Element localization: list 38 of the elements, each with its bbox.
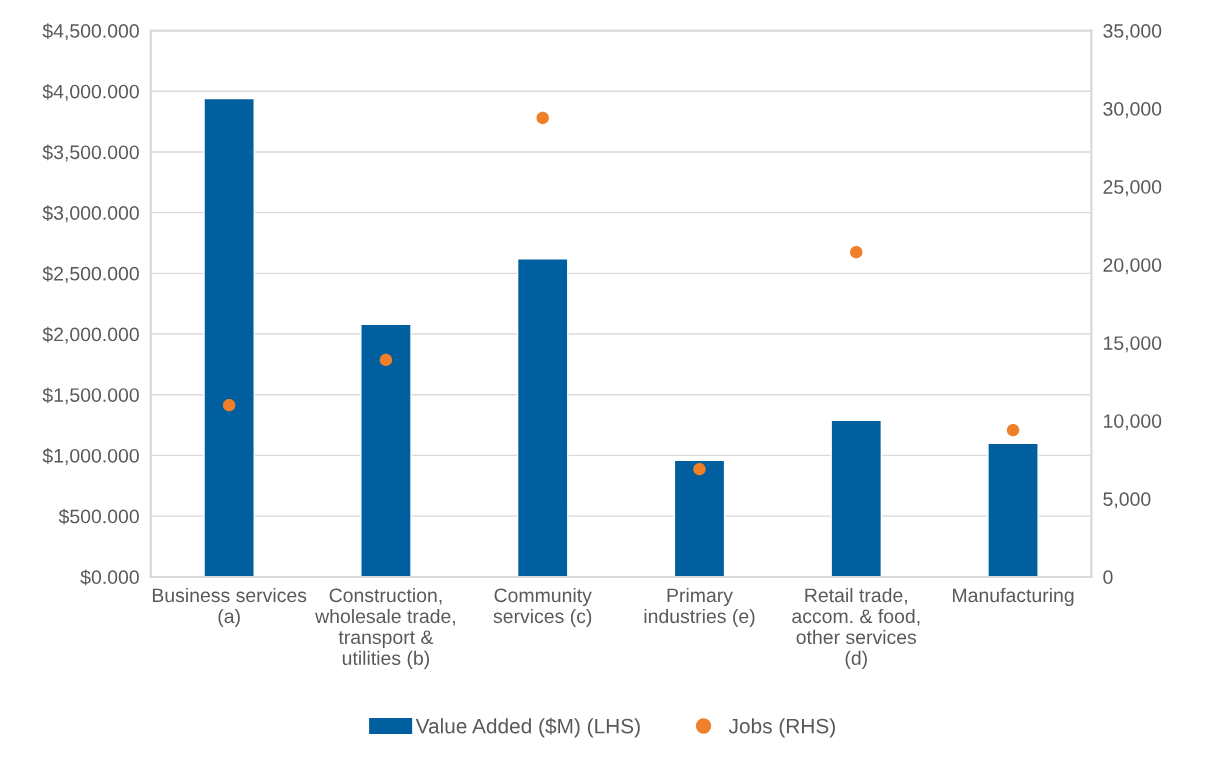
x-tick-label: Primary industries (e) [644, 587, 755, 627]
x-tick-label: Construction, wholesale trade, transport & utilities (b) [315, 587, 455, 669]
x-tick-label: Community services (c) [493, 587, 592, 627]
point [379, 353, 393, 367]
y-tick-label: $1,500.000 [42, 387, 139, 405]
y2-tick-label: 15,000 [1104, 336, 1162, 353]
point [850, 245, 863, 259]
y-tick-label: $2,000.000 [42, 326, 139, 344]
bar [516, 258, 569, 577]
point [1006, 423, 1020, 437]
y2-tick-label: 10,000 [1104, 414, 1162, 431]
y-tick-label: $2,500.000 [42, 265, 139, 283]
y-tick-label: $500.000 [58, 508, 139, 525]
y2-tick-label: 30,000 [1103, 102, 1162, 119]
x-tick-label: Retail trade, accom. & food, other services (d) [792, 587, 920, 669]
legend-label: Jobs (RHS) [728, 718, 835, 738]
y-tick-label: $0.000 [80, 569, 139, 586]
y2-tick-label: 5,000 [1103, 492, 1151, 509]
legend-label: Value Added ($M) (LHS) [415, 717, 640, 738]
x-tick-label: Business services (a) [152, 587, 307, 627]
y2-tick-label: 20,000 [1103, 258, 1162, 275]
y2-tick-label: 35,000 [1103, 24, 1162, 41]
bar [830, 419, 883, 577]
y-tick-label: $4,500.000 [42, 23, 139, 41]
bar [673, 459, 726, 577]
y-tick-label: $3,000.000 [42, 205, 139, 223]
y-tick-label: $3,500.000 [42, 144, 139, 162]
point [222, 398, 236, 412]
y-tick-label: $4,000.000 [42, 83, 139, 101]
x-tick-label: Manufacturing [953, 587, 1074, 607]
y2-tick-label: 25,000 [1103, 180, 1162, 197]
bar [360, 323, 412, 577]
y-tick-label: $1,000.000 [42, 448, 139, 465]
point [536, 111, 549, 125]
bar [987, 442, 1039, 577]
y2-tick-label: 0 [1103, 570, 1113, 585]
bar [203, 97, 255, 577]
point [693, 462, 706, 476]
